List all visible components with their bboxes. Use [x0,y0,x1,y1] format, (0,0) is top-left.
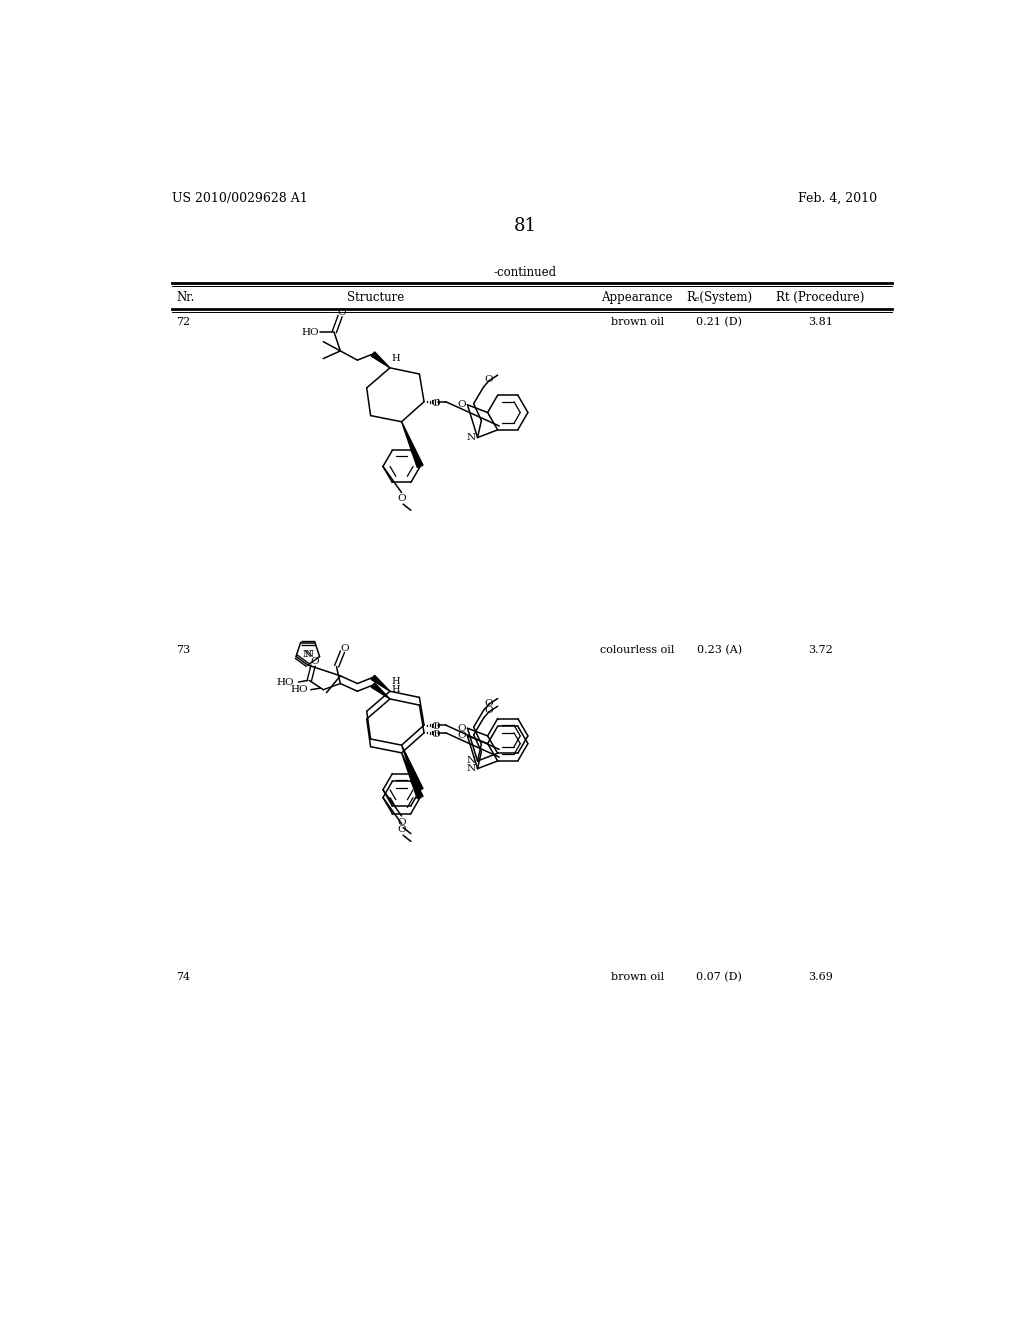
Polygon shape [401,744,423,791]
Text: O: O [457,731,466,741]
Text: N: N [467,756,476,766]
Text: -continued: -continued [494,265,556,279]
Text: HO: HO [276,678,294,688]
Text: brown oil: brown oil [610,972,664,982]
Text: colourless oil: colourless oil [600,644,675,655]
Text: O: O [397,817,406,826]
Text: O: O [484,706,494,715]
Text: Rₑ(System): Rₑ(System) [686,292,753,305]
Text: 3.69: 3.69 [808,972,833,982]
Text: 73: 73 [176,644,190,655]
Text: 3.72: 3.72 [808,644,833,655]
Text: O: O [484,375,494,384]
Text: O: O [484,698,494,708]
Text: HO: HO [290,685,308,694]
Text: Structure: Structure [347,292,404,305]
Text: brown oil: brown oil [610,317,664,327]
Text: H: H [391,354,400,363]
Text: O: O [432,730,440,739]
Text: H: H [391,677,400,686]
Text: O: O [457,723,466,733]
Text: Feb. 4, 2010: Feb. 4, 2010 [799,191,878,205]
Text: O: O [397,494,406,503]
Text: O: O [432,399,440,408]
Text: N: N [302,649,311,659]
Polygon shape [371,682,390,700]
Text: N: N [304,649,313,659]
Text: H: H [391,685,400,694]
Text: HO: HO [301,327,318,337]
Text: 81: 81 [513,218,537,235]
Polygon shape [371,676,390,692]
Polygon shape [401,752,423,799]
Text: N: N [467,433,476,442]
Text: 0.07 (D): 0.07 (D) [696,972,742,982]
Text: O: O [338,308,346,317]
Text: 72: 72 [176,317,190,327]
Text: O: O [432,722,440,731]
Text: O: O [457,400,466,409]
Text: Appearance: Appearance [601,292,673,305]
Text: O: O [310,657,319,667]
Text: Rt (Procedure): Rt (Procedure) [776,292,864,305]
Text: O: O [340,644,348,652]
Text: 3.81: 3.81 [808,317,833,327]
Text: 0.23 (A): 0.23 (A) [696,644,741,655]
Text: O: O [397,825,406,834]
Text: 0.21 (D): 0.21 (D) [696,317,742,327]
Text: Nr.: Nr. [176,292,195,305]
Text: 74: 74 [176,972,190,982]
Polygon shape [401,422,423,467]
Text: N: N [467,764,476,774]
Text: US 2010/0029628 A1: US 2010/0029628 A1 [172,191,308,205]
Polygon shape [371,352,390,368]
